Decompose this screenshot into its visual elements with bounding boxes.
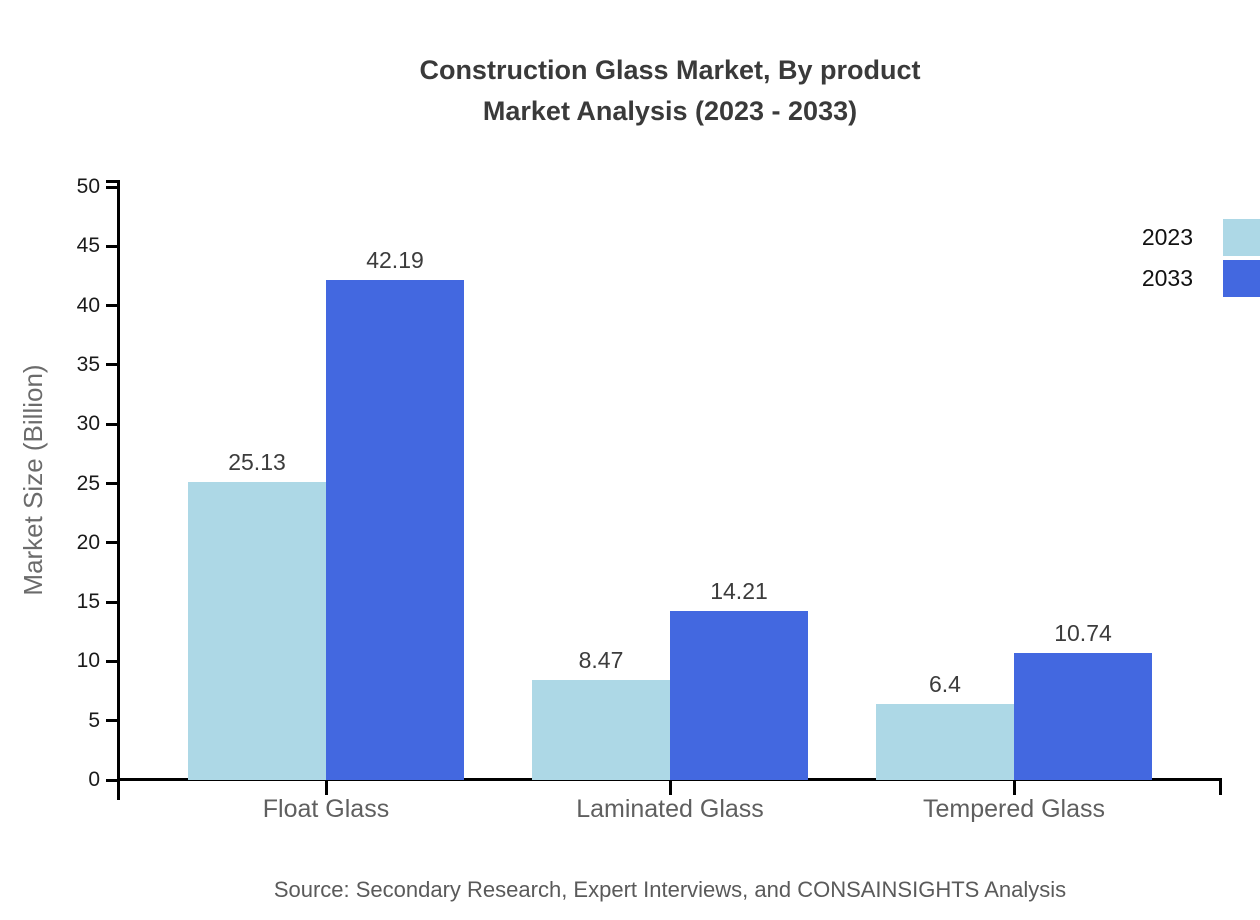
y-tick xyxy=(106,659,120,663)
bar-value-label: 6.4 xyxy=(929,671,961,698)
legend-swatch-2023 xyxy=(1223,219,1260,256)
y-tick-label: 20 xyxy=(76,530,100,554)
y-axis-line xyxy=(117,181,120,800)
y-tick xyxy=(106,422,120,426)
x-tick xyxy=(668,780,672,795)
bar-2023-float-glass xyxy=(188,481,326,780)
legend-label-2033: 2033 xyxy=(1141,265,1193,291)
y-tick xyxy=(106,185,120,189)
y-tick-label: 0 xyxy=(88,768,100,791)
bar-2023-tempered-glass xyxy=(876,704,1014,780)
y-axis-end-cap xyxy=(106,180,120,183)
x-tick xyxy=(324,780,328,795)
y-tick-label: 50 xyxy=(76,175,100,198)
y-tick xyxy=(106,482,120,485)
bar-2033-float-glass xyxy=(326,279,464,780)
y-tick xyxy=(106,304,120,308)
y-tick xyxy=(106,600,120,604)
bar-value-label: 42.19 xyxy=(366,246,424,273)
chart-title-line1: Construction Glass Market, By product xyxy=(419,55,921,85)
y-tick-label: 35 xyxy=(76,352,100,376)
y-tick xyxy=(106,541,120,545)
y-tick xyxy=(106,778,120,782)
source-note: Source: Secondary Research, Expert Inter… xyxy=(273,877,1067,902)
bar-2033-laminated-glass xyxy=(670,611,808,780)
y-tick-label: 45 xyxy=(76,234,100,258)
bar-value-label: 25.13 xyxy=(228,448,286,475)
y-tick-label: 30 xyxy=(76,412,100,436)
y-tick-label: 25 xyxy=(76,471,100,495)
bar-value-label: 10.74 xyxy=(1054,619,1112,646)
y-tick-label: 40 xyxy=(76,293,100,317)
x-axis-end-cap xyxy=(1219,778,1222,795)
category-label: Tempered Glass xyxy=(922,795,1106,823)
chart-title-line2: Market Analysis (2023 - 2033) xyxy=(482,96,858,126)
legend-label-2023: 2023 xyxy=(1141,224,1193,250)
chart-title: Construction Glass Market, By product Ma… xyxy=(90,50,1250,132)
legend-swatch-2033 xyxy=(1223,260,1260,297)
y-tick-label: 5 xyxy=(88,708,100,732)
category-label: Laminated Glass xyxy=(576,795,764,823)
bar-2023-laminated-glass xyxy=(532,679,670,780)
y-tick-label: 10 xyxy=(76,649,100,673)
y-tick xyxy=(106,363,120,367)
y-tick xyxy=(106,719,120,723)
bar-2033-tempered-glass xyxy=(1014,652,1152,780)
x-tick xyxy=(1012,780,1016,795)
bar-value-label: 8.47 xyxy=(578,646,624,673)
bar-value-label: 14.21 xyxy=(710,578,768,605)
y-tick-label: 15 xyxy=(76,590,100,614)
category-label: Float Glass xyxy=(262,795,390,823)
y-tick xyxy=(106,244,120,248)
